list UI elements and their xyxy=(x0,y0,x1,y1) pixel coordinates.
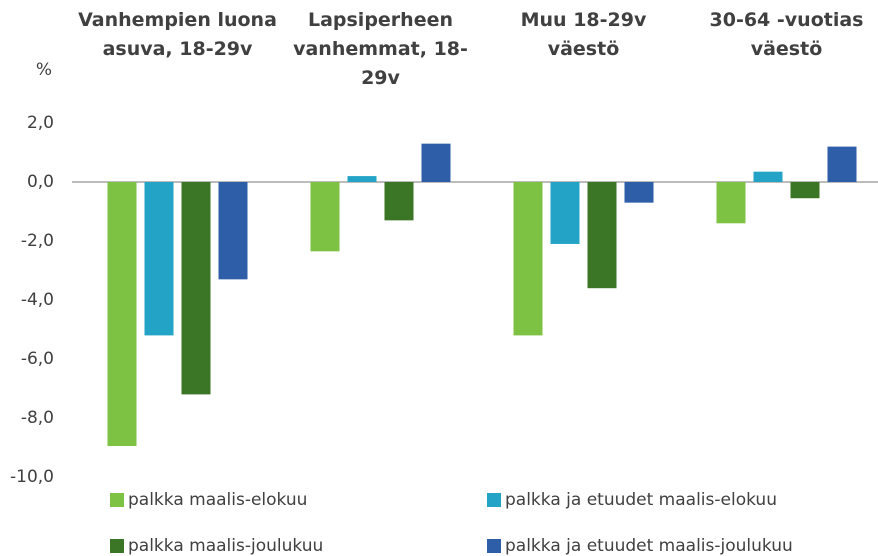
bar xyxy=(144,182,174,336)
bar xyxy=(790,182,820,199)
y-tick-label: -8,0 xyxy=(21,408,54,428)
bar xyxy=(421,143,451,182)
category-label: Muu 18-29v väestö xyxy=(520,9,647,60)
category-label: Vanhempien luona asuva, 18-29v xyxy=(78,9,277,60)
bar xyxy=(181,182,211,395)
y-axis-label: % xyxy=(36,60,52,80)
y-tick-label: -10,0 xyxy=(10,467,54,487)
bar xyxy=(716,182,746,224)
legend-label: palkka ja etuudet maalis-elokuu xyxy=(505,490,777,510)
bar xyxy=(107,182,137,447)
bar xyxy=(587,182,617,289)
category-label: Lapsiperheen vanhemmat, 18-29v xyxy=(293,9,468,89)
legend-swatch xyxy=(110,493,124,507)
category-label: 30-64 -vuotias väestö xyxy=(709,9,864,60)
bar xyxy=(218,182,248,280)
bar xyxy=(513,182,543,336)
bar xyxy=(550,182,580,244)
legend-label: palkka ja etuudet maalis-joulukuu xyxy=(505,536,793,556)
bar xyxy=(384,182,414,221)
y-tick-label: 2,0 xyxy=(27,113,54,133)
legend-label: palkka maalis-elokuu xyxy=(128,490,307,510)
bar xyxy=(310,182,340,252)
bar xyxy=(753,171,783,182)
legend-swatch xyxy=(487,539,501,553)
legend-swatch xyxy=(487,493,501,507)
bar xyxy=(624,182,654,203)
y-tick-label: -2,0 xyxy=(21,231,54,251)
legend-label: palkka maalis-joulukuu xyxy=(128,536,323,556)
y-tick-label: 0,0 xyxy=(27,172,54,192)
bar xyxy=(347,176,377,182)
legend-swatch xyxy=(110,539,124,553)
y-tick-label: -6,0 xyxy=(21,349,54,369)
y-tick-label: -4,0 xyxy=(21,290,54,310)
bar xyxy=(827,146,857,182)
